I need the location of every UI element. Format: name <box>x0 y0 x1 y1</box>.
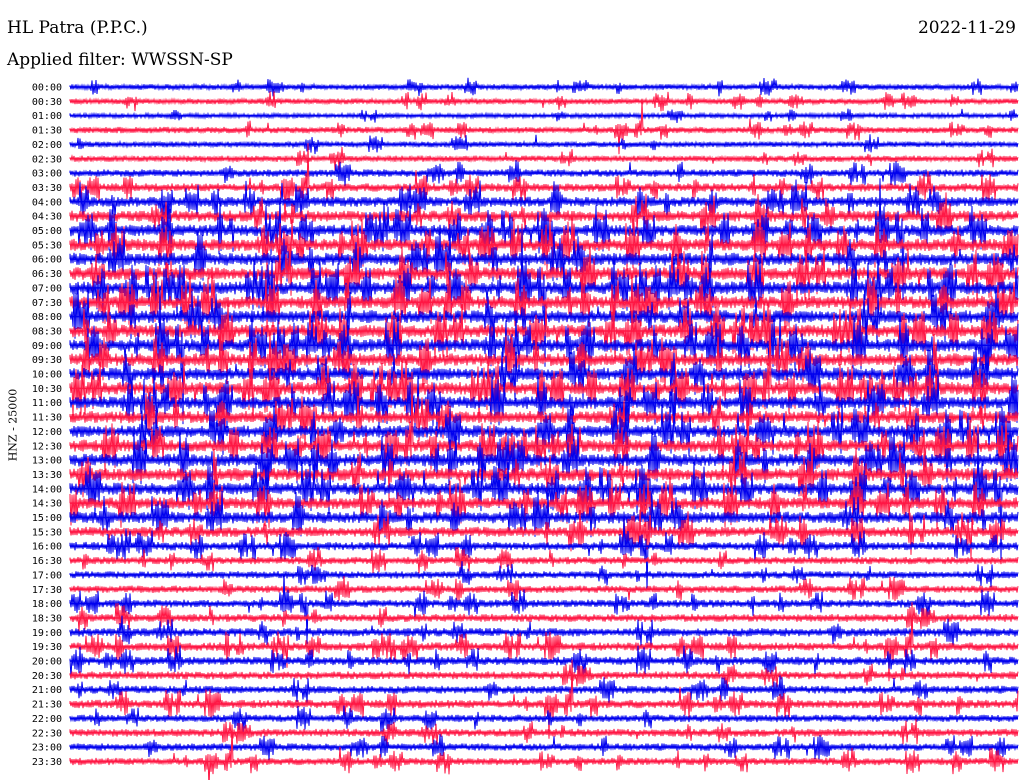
time-tick-label: 21:00 <box>32 685 62 696</box>
time-tick-label: 10:30 <box>32 384 62 395</box>
time-tick-label: 04:30 <box>32 212 62 223</box>
time-tick-label: 08:30 <box>32 326 62 337</box>
date-label: 2022-11-29 <box>917 18 1016 38</box>
seismic-trace <box>69 401 1019 459</box>
time-tick-label: 12:30 <box>32 441 62 452</box>
time-tick-label: 01:00 <box>32 111 62 122</box>
time-tick-label: 02:00 <box>32 140 62 151</box>
station-title: HL Patra (P.P.C.) <box>7 18 148 38</box>
time-tick-label: 03:00 <box>32 169 62 180</box>
time-tick-label: 07:30 <box>32 298 62 309</box>
time-tick-label: 11:00 <box>32 398 62 409</box>
time-tick-label: 09:30 <box>32 355 62 366</box>
seismic-trace <box>69 394 1019 447</box>
time-tick-label: 18:00 <box>32 599 62 610</box>
time-tick-label: 04:00 <box>32 197 62 208</box>
time-tick-label: 00:00 <box>32 83 62 94</box>
seismic-trace <box>69 229 1019 367</box>
time-tick-label: 09:00 <box>32 341 62 352</box>
seismic-trace <box>69 301 1019 364</box>
time-tick-label: 10:00 <box>32 370 62 381</box>
time-tick-label: 21:30 <box>32 700 62 711</box>
time-tick-label: 08:00 <box>32 312 62 323</box>
time-tick-label: 16:30 <box>32 556 62 567</box>
seismic-trace <box>69 447 1019 503</box>
time-tick-label: 00:30 <box>32 97 62 108</box>
time-tick-label: 02:30 <box>32 154 62 165</box>
time-tick-label: 06:30 <box>32 269 62 280</box>
time-tick-label: 23:00 <box>32 743 62 754</box>
time-tick-label: 23:30 <box>32 757 62 768</box>
time-tick-label: 20:00 <box>32 657 62 668</box>
time-tick-label: 17:00 <box>32 570 62 581</box>
time-tick-label: 14:00 <box>32 484 62 495</box>
time-tick-label: 16:00 <box>32 542 62 553</box>
time-tick-label: 14:30 <box>32 499 62 510</box>
time-tick-label: 07:00 <box>32 283 62 294</box>
time-tick-label: 01:30 <box>32 126 62 137</box>
seismic-trace <box>69 216 1019 274</box>
time-tick-label: 15:00 <box>32 513 62 524</box>
filter-label: Applied filter: WWSSN-SP <box>7 50 233 70</box>
time-tick-label: 05:00 <box>32 226 62 237</box>
time-tick-label: 11:30 <box>32 413 62 424</box>
time-tick-label: 03:30 <box>32 183 62 194</box>
time-tick-label: 18:30 <box>32 613 62 624</box>
time-tick-label: 22:00 <box>32 714 62 725</box>
time-tick-label: 13:30 <box>32 470 62 481</box>
time-tick-label: 12:00 <box>32 427 62 438</box>
seismic-trace <box>69 659 1019 739</box>
time-tick-label: 20:30 <box>32 671 62 682</box>
seismic-trace <box>69 724 1019 780</box>
time-tick-label: 06:00 <box>32 255 62 266</box>
time-tick-label: 17:30 <box>32 585 62 596</box>
time-tick-label: 22:30 <box>32 728 62 739</box>
seismic-trace <box>69 489 1019 539</box>
time-tick-label: 19:30 <box>32 642 62 653</box>
time-tick-label: 19:00 <box>32 628 62 639</box>
time-tick-label: 15:30 <box>32 527 62 538</box>
time-tick-label: 05:30 <box>32 240 62 251</box>
time-tick-label: 13:00 <box>32 456 62 467</box>
